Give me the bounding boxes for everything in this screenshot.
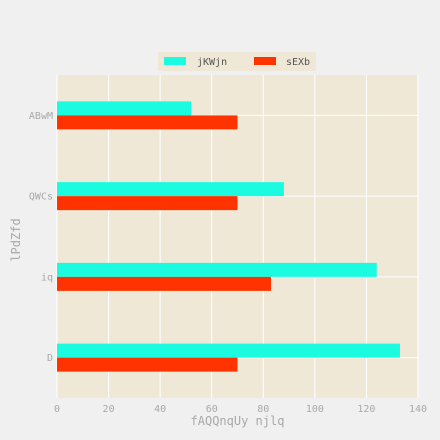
bar-sEXb-ABwM — [57, 115, 238, 130]
legend-label-sEXb: sEXb — [286, 57, 310, 68]
bar-sEXb-D — [57, 357, 238, 372]
bars — [57, 101, 400, 372]
bar-sEXb-QWCs — [57, 196, 238, 211]
x-tick-label: 20 — [103, 404, 115, 415]
bar-jKWjn-iq — [57, 262, 377, 277]
x-tick-label: 0 — [54, 404, 60, 415]
x-tick-label: 100 — [306, 404, 324, 415]
bar-sEXb-iq — [57, 276, 272, 291]
x-tick-label: 40 — [154, 404, 166, 415]
x-tick-labels: 0 20 40 60 80 100 120 140 — [54, 404, 427, 415]
y-tick-label: iq — [41, 272, 53, 283]
legend: jKWjn sEXb — [158, 52, 316, 71]
x-tick-label: 140 — [409, 404, 427, 415]
legend-box — [158, 52, 316, 71]
y-tick-labels: Diq QWCs ABwM — [29, 111, 53, 364]
x-tick-label: 60 — [206, 404, 218, 415]
legend-swatch-jKWjn — [164, 57, 186, 65]
y-tick-label: ABwM — [29, 111, 53, 122]
bar-jKWjn-ABwM — [57, 101, 192, 116]
bar-jKWjn-D — [57, 343, 400, 358]
legend-swatch-sEXb — [254, 57, 276, 65]
y-axis-label: lPdZfd — [9, 218, 23, 261]
y-tick-label: D — [47, 353, 53, 364]
x-tick-label: 120 — [357, 404, 375, 415]
bar-jKWjn-QWCs — [57, 182, 284, 197]
x-axis-label: fAQQnqUy njlq — [191, 414, 285, 428]
x-tick-label: 80 — [257, 404, 269, 415]
y-tick-label: QWCs — [29, 192, 53, 203]
legend-label-jKWjn: jKWjn — [197, 57, 227, 68]
